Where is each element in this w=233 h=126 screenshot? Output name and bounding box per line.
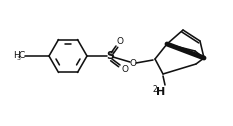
Text: H: H <box>156 87 166 97</box>
Text: 2: 2 <box>153 85 157 93</box>
Text: 3: 3 <box>17 55 21 60</box>
Text: S: S <box>106 51 114 61</box>
Text: O: O <box>116 38 123 46</box>
Text: C: C <box>19 52 25 60</box>
Text: O: O <box>130 58 137 68</box>
Text: O: O <box>121 65 129 73</box>
Text: H: H <box>13 52 19 60</box>
